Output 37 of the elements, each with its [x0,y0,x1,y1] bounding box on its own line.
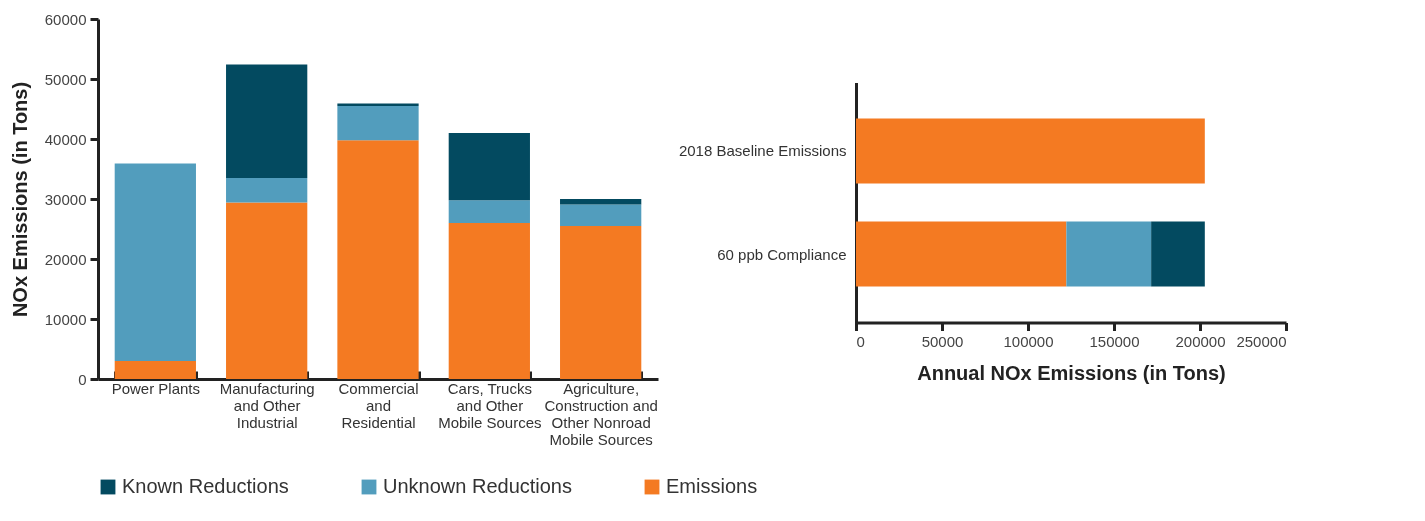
x-tick-label: 100000 [1003,333,1054,350]
y-tick-label: 2018 Baseline Emissions [678,142,847,160]
y-tick-label: 10000 [44,310,87,328]
x-tick-label: Commercial and Residential [338,379,419,431]
x-tick-label: 150000 [1089,333,1140,350]
y-tick-label: 40000 [44,130,87,148]
y-tick-label: 50000 [44,70,87,88]
bar [560,226,642,379]
bar [337,106,419,141]
bar [226,64,308,178]
bar [448,223,530,379]
bar [114,163,196,361]
x-tick-label: Power Plants [111,379,201,397]
y-tick-label: 20000 [44,250,87,268]
y-tick-label: 60000 [44,10,87,28]
y-tick-label: 60 ppb Compliance [717,245,847,263]
bar [560,199,642,205]
bar [560,204,642,226]
bar [448,133,530,201]
legend-label: Unknown Reductions [383,475,572,497]
bar [448,200,530,223]
x-tick-label: Cars, Trucks and Other Mobile Sources [438,379,542,431]
x-axis-title: Annual NOx Emissions (in Tons) [917,362,1226,384]
x-tick-label: 50000 [921,333,964,350]
x-tick-label: Manufacturing and Other Industrial [219,379,315,431]
y-tick-label: 30000 [44,190,87,208]
bar [226,202,308,379]
x-tick-label: 200000 [1175,333,1226,350]
y-axis-title: NOx Emissions (in Tons) [8,81,31,318]
bar [226,178,308,203]
legend-label: Emissions [666,475,758,497]
x-tick-label: 0 [856,333,865,350]
x-tick-label: Agriculture, Construction and Other Nonroad Mobile Sources [544,379,658,448]
bar [114,361,196,379]
bar [337,140,419,379]
x-tick-label: 250000 [1236,333,1287,350]
legend-label: Known Reductions [122,475,289,497]
